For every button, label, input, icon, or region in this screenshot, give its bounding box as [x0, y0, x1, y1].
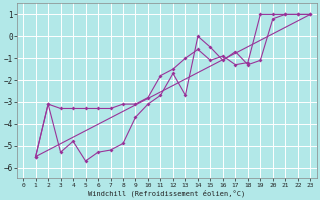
X-axis label: Windchill (Refroidissement éolien,°C): Windchill (Refroidissement éolien,°C)	[88, 189, 245, 197]
